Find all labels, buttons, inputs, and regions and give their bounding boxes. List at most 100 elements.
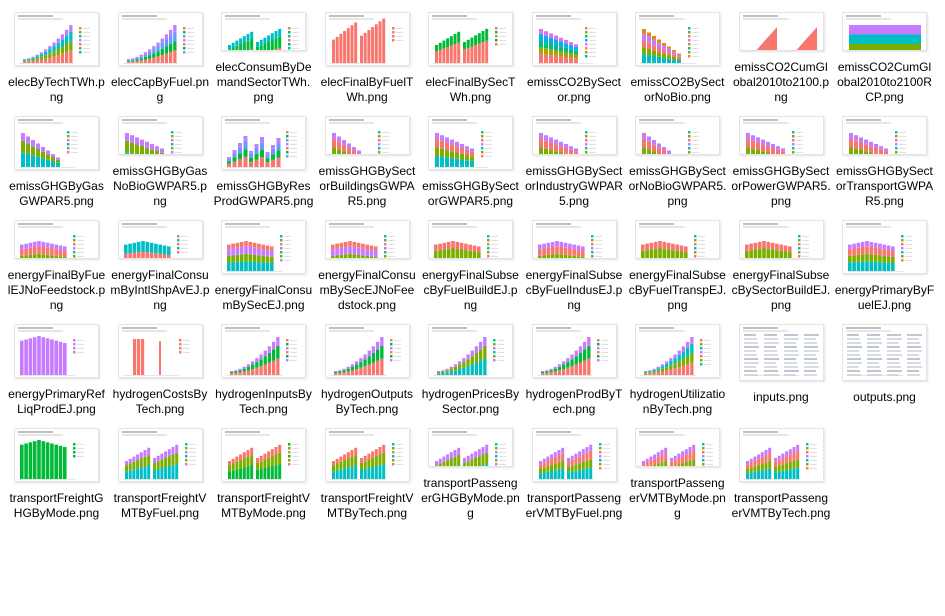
file-item[interactable]: transportFreightVMTByFuel.png (109, 416, 212, 521)
file-item[interactable]: emissCO2BySector.png (523, 0, 626, 105)
file-name-label: emissGHGByResProdGWPAR5.png (213, 179, 314, 208)
file-name-label: transportPassengerVMTByTech.png (731, 491, 831, 520)
file-name-label: energyFinalSubsecBySectorBuildEJ.png (731, 268, 831, 312)
file-thumbnail-icon (531, 428, 617, 482)
file-name-label: emissCO2CumGlobal2010to2100.png (732, 60, 830, 104)
file-thumbnail-icon (635, 116, 720, 155)
file-item[interactable]: energyFinalConsumBySecEJNoFeedstock.png (316, 208, 419, 313)
file-item[interactable]: energyFinalByFuelEJNoFeedstock.png (5, 208, 108, 313)
chart-preview-graphic (846, 223, 912, 272)
file-item[interactable]: transportPassengerVMTByTech.png (730, 416, 833, 521)
file-item[interactable]: emissGHGBySectorGWPAR5.png (419, 104, 522, 209)
file-thumbnail-icon (531, 12, 617, 66)
chart-preview-graphic (742, 327, 819, 376)
file-thumbnail-icon (117, 428, 203, 482)
chart-preview-graphic (639, 327, 711, 376)
file-item[interactable]: energyPrimaryByFuelEJ.png (833, 208, 936, 313)
file-name-label: elecFinalByFuelTWh.png (320, 75, 414, 104)
file-item[interactable]: energyFinalSubsecByFuelIndusEJ.png (523, 208, 626, 313)
chart-preview-graphic (846, 327, 922, 376)
file-item[interactable]: transportPassengerGHGByMode.png (419, 416, 522, 521)
file-name-label: energyFinalSubsecByFuelBuildEJ.png (422, 268, 519, 312)
file-item[interactable]: energyFinalSubsecByFuelBuildEJ.png (419, 208, 522, 313)
file-item[interactable]: emissGHGBySectorIndustryGWPAR5.png (523, 104, 626, 209)
file-item[interactable]: hydrogenInputsByTech.png (212, 312, 315, 417)
chart-preview-graphic (121, 15, 194, 64)
file-item[interactable]: transportPassengerVMTByMode.png (626, 416, 729, 521)
file-item[interactable]: elecByTechTWh.png (5, 0, 108, 105)
file-thumbnail-icon (531, 116, 617, 155)
chart-preview-graphic (639, 15, 699, 64)
chart-preview-graphic (742, 431, 817, 480)
file-item[interactable]: transportFreightGHGByMode.png (5, 416, 108, 521)
file-item[interactable]: energyFinalConsumByIntlShpAvEJ.png (109, 208, 212, 313)
file-name-label: energyPrimaryRefLiqProdEJ.png (8, 387, 105, 416)
file-thumbnail-icon (324, 220, 410, 259)
chart-preview-graphic (432, 119, 492, 168)
file-thumbnail-icon (117, 220, 203, 259)
chart-preview-graphic (742, 119, 803, 154)
file-thumbnail-icon (324, 116, 410, 155)
chart-preview-graphic (18, 15, 90, 64)
file-item[interactable]: elecFinalBySecTWh.png (419, 0, 522, 105)
file-thumbnail-icon (428, 428, 513, 467)
file-item[interactable]: energyFinalSubsecByFuelTranspEJ.png (626, 208, 729, 313)
file-thumbnail-icon (842, 220, 927, 274)
chart-preview-graphic (535, 119, 596, 154)
file-item[interactable]: elecCapByFuel.png (109, 0, 212, 105)
file-name-label: hydrogenProdByTech.png (525, 387, 623, 416)
file-item[interactable]: emissGHGBySectorPowerGWPAR5.png (730, 104, 833, 209)
file-item[interactable]: hydrogenOutputsByTech.png (316, 312, 419, 417)
file-item[interactable]: energyPrimaryRefLiqProdEJ.png (5, 312, 108, 417)
chart-preview-graphic (432, 15, 506, 64)
chart-preview-graphic (225, 431, 299, 480)
file-name-label: emissGHGByGasNoBioGWPAR5.png (112, 164, 208, 208)
file-item[interactable]: hydrogenProdByTech.png (523, 312, 626, 417)
file-item[interactable]: emissGHGByResProdGWPAR5.png (212, 104, 315, 209)
file-item[interactable]: hydrogenCostsByTech.png (109, 312, 212, 417)
file-item[interactable]: energyFinalConsumBySecEJ.png (212, 208, 315, 313)
chart-preview-graphic (121, 223, 188, 258)
chart-preview-graphic (225, 327, 297, 376)
file-item[interactable]: emissCO2BySectorNoBio.png (626, 0, 729, 105)
chart-preview-graphic (328, 431, 403, 480)
file-item[interactable]: hydrogenPricesBySector.png (419, 312, 522, 417)
file-item[interactable]: emissGHGByGasNoBioGWPAR5.png (109, 104, 212, 209)
file-item[interactable]: emissGHGBySectorNoBioGWPAR5.png (626, 104, 729, 209)
file-name-label: hydrogenCostsByTech.png (112, 387, 208, 416)
file-item[interactable]: emissGHGBySectorTransportGWPAR5.png (833, 104, 936, 209)
file-thumbnail-icon (428, 324, 513, 378)
file-item[interactable]: energyFinalSubsecBySectorBuildEJ.png (730, 208, 833, 313)
file-thumbnail-icon (635, 428, 720, 467)
file-item[interactable]: emissGHGBySectorBuildingsGWPAR5.png (316, 104, 419, 209)
file-item[interactable]: transportFreightVMTByMode.png (212, 416, 315, 521)
file-item[interactable]: transportPassengerVMTByFuel.png (523, 416, 626, 521)
file-thumbnail-icon (842, 12, 927, 51)
file-thumbnail-icon (428, 220, 513, 259)
file-name-label: transportPassengerGHGByMode.png (421, 476, 520, 520)
file-item[interactable]: emissCO2CumGlobal2010to2100.png (730, 0, 833, 105)
file-item[interactable]: transportFreightVMTByTech.png (316, 416, 419, 521)
file-item[interactable]: emissCO2CumGlobal2010to2100RCP.png (833, 0, 936, 105)
file-name-label: energyFinalByFuelEJNoFeedstock.png (7, 268, 106, 312)
file-item[interactable]: emissGHGByGasGWPAR5.png (5, 104, 108, 209)
chart-preview-graphic (18, 119, 78, 168)
file-item[interactable]: elecFinalByFuelTWh.png (316, 0, 419, 105)
file-item[interactable]: inputs.png (730, 312, 833, 417)
file-name-label: emissCO2BySectorNoBio.png (630, 75, 725, 104)
chart-preview-graphic (535, 223, 602, 258)
chart-preview-graphic (535, 327, 608, 376)
file-thumbnail-icon (324, 12, 410, 66)
chart-preview-graphic (639, 119, 699, 154)
file-name-label: elecConsumByDemandSectorTWh.png (215, 60, 312, 104)
file-item[interactable]: elecConsumByDemandSectorTWh.png (212, 0, 315, 105)
chart-preview-graphic (18, 327, 84, 376)
file-item[interactable]: hydrogenUtilizationByTech.png (626, 312, 729, 417)
file-name-label: energyPrimaryByFuelEJ.png (834, 283, 935, 312)
file-name-label: energyFinalConsumByIntlShpAvEJ.png (110, 268, 210, 312)
file-name-label: emissGHGBySectorTransportGWPAR5.png (835, 164, 934, 208)
file-item[interactable]: outputs.png (833, 312, 936, 417)
chart-preview-graphic (328, 119, 389, 154)
file-name-label: emissGHGBySectorIndustryGWPAR5.png (525, 164, 623, 208)
